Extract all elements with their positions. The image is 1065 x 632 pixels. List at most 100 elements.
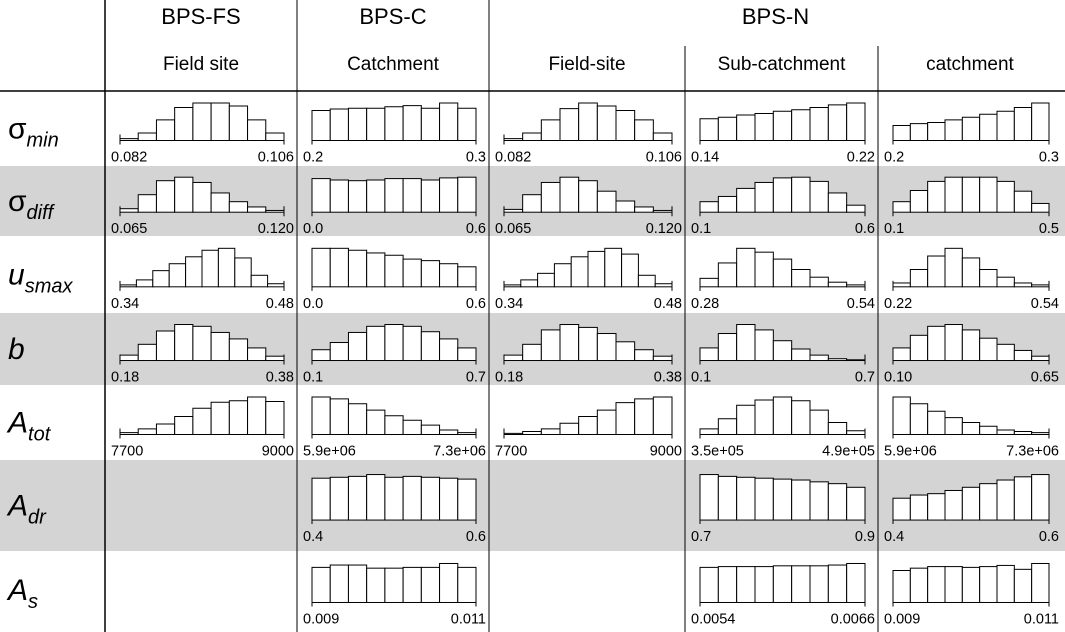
tick-label-min: 0.065 <box>111 221 147 237</box>
tick-label-max: 0.011 <box>1024 611 1059 627</box>
histogram: 0.0 0.6 <box>303 247 486 312</box>
histogram-bar <box>402 105 422 141</box>
histogram-bar <box>540 181 561 213</box>
histogram-bar <box>420 107 441 141</box>
histogram-bar <box>311 396 331 435</box>
histogram-bar <box>347 107 368 141</box>
histogram: 0.10 0.65 <box>884 324 1059 386</box>
histogram-bar <box>217 247 236 288</box>
tick-label-min: 0.14 <box>691 150 719 166</box>
histogram-bar <box>152 270 170 288</box>
histogram-bar <box>578 102 598 141</box>
histogram-bar <box>540 428 561 435</box>
histogram-bar <box>265 209 285 213</box>
histogram-bar <box>699 201 719 213</box>
histogram-bar <box>420 424 441 435</box>
histogram-bar <box>439 477 459 521</box>
histogram: 0.0 0.6 <box>303 176 486 237</box>
histogram-bar <box>201 249 219 288</box>
histogram-bar <box>119 284 137 288</box>
row-label-s: As <box>6 574 38 613</box>
histogram-bar <box>699 277 719 288</box>
histogram-bar <box>961 566 981 603</box>
tick-label-max: 7.3e+06 <box>433 444 486 460</box>
histogram-bar <box>892 497 911 521</box>
histogram-bar <box>827 358 848 362</box>
tick-label-max: 0.5 <box>1039 221 1059 237</box>
tick-label-min: 0.1 <box>884 221 904 237</box>
histogram-bar <box>996 276 1015 288</box>
histogram-bar <box>155 180 176 213</box>
histogram-bar <box>457 432 477 435</box>
histogram: 5.9e+06 7.3e+06 <box>303 396 486 460</box>
histogram: 0.1 0.6 <box>691 176 875 237</box>
histogram-bar <box>185 256 203 288</box>
histogram-bar <box>717 333 738 362</box>
histogram-bar <box>210 192 230 213</box>
histogram-bar <box>827 281 848 288</box>
histogram-bar <box>996 343 1015 362</box>
histogram: 0.082 0.106 <box>495 102 682 166</box>
histogram-bar <box>909 403 929 435</box>
histogram-bar <box>347 180 368 213</box>
tick-label-min: 0.4 <box>303 529 323 545</box>
histogram-bar <box>846 359 866 362</box>
histogram: 7700 9000 <box>495 396 682 460</box>
tick-label-max: 0.106 <box>258 150 294 166</box>
histogram-bar <box>944 417 963 435</box>
histogram-bar <box>699 474 719 521</box>
histogram-bar <box>578 180 598 213</box>
histogram-bar <box>892 201 911 213</box>
histogram-bar <box>927 566 946 603</box>
histogram-bar <box>311 110 331 141</box>
histogram-bar <box>155 423 176 435</box>
histogram-bar <box>457 266 477 288</box>
histogram-bar <box>699 566 719 603</box>
tick-label-max: 0.3 <box>1039 150 1059 166</box>
tick-label-min: 0.0 <box>303 221 323 237</box>
histogram-bar <box>137 132 157 141</box>
histogram-bar <box>996 479 1015 521</box>
histogram-bar <box>791 400 811 435</box>
histogram-bar <box>754 329 774 362</box>
histogram-bar <box>754 181 774 213</box>
histogram-bar <box>979 337 998 362</box>
histogram-bar <box>909 334 929 362</box>
column-header: Field site <box>163 54 239 75</box>
histogram: 5.9e+06 7.3e+06 <box>884 396 1059 460</box>
histogram-bar <box>174 176 194 213</box>
histogram-bar <box>347 403 368 435</box>
histogram-bar <box>979 566 998 603</box>
histogram-bar <box>522 343 542 362</box>
histogram-bar <box>944 176 963 213</box>
histogram-bar <box>827 104 848 141</box>
histogram-bar <box>615 402 636 435</box>
histogram-bar <box>772 110 793 141</box>
histogram-bar <box>384 324 404 362</box>
histogram-bar <box>652 396 673 435</box>
histogram: 0.065 0.120 <box>111 176 294 237</box>
histogram-bar <box>247 396 267 435</box>
histogram-bar <box>311 178 331 213</box>
histogram-bar <box>537 272 555 288</box>
histogram-bar <box>944 247 963 288</box>
histogram-bar <box>168 263 187 288</box>
histogram-bar <box>961 486 981 521</box>
histogram-bar <box>754 477 774 521</box>
histogram-bar <box>119 354 139 362</box>
histogram-bar <box>311 566 331 603</box>
histogram-bar <box>439 177 459 213</box>
histogram-bar <box>503 138 524 141</box>
tick-label-max: 0.120 <box>646 221 682 237</box>
tick-label-min: 0.10 <box>884 370 912 386</box>
histogram-bar <box>927 410 946 435</box>
histogram: 0.18 0.38 <box>495 324 682 386</box>
tick-label-max: 0.6 <box>1039 529 1059 545</box>
histogram-bar <box>772 396 793 435</box>
histogram-bar <box>944 324 963 362</box>
histogram-bar <box>634 206 654 213</box>
histogram-bar <box>366 325 386 362</box>
histogram-bar <box>503 284 522 288</box>
tick-label-min: 0.34 <box>111 296 139 312</box>
histogram-bar <box>247 347 267 362</box>
